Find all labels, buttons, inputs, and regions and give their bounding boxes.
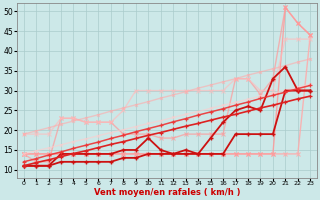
X-axis label: Vent moyen/en rafales ( km/h ): Vent moyen/en rafales ( km/h ): [94, 188, 240, 197]
